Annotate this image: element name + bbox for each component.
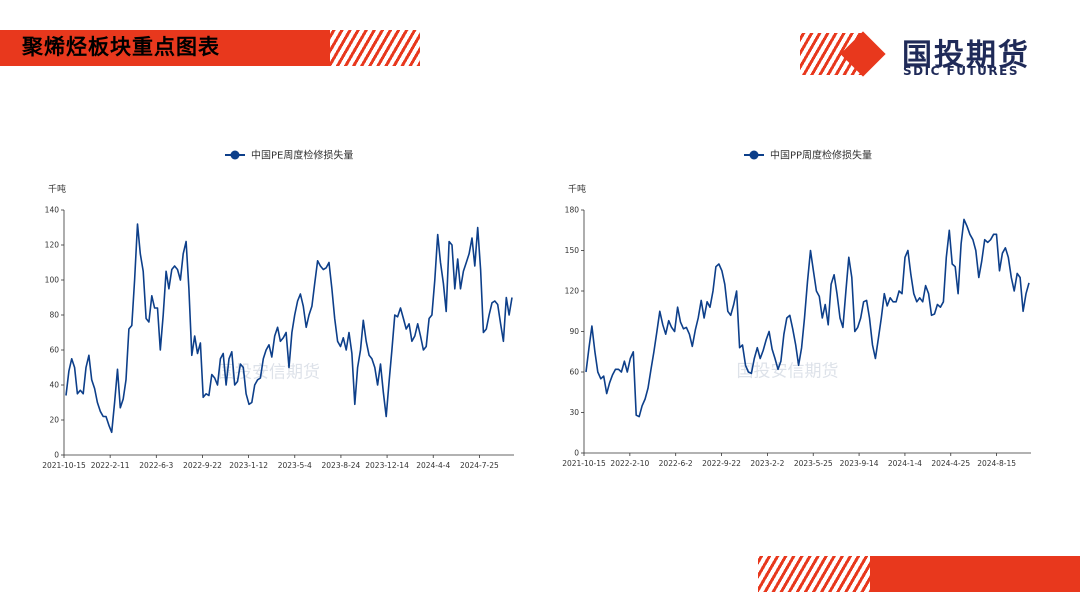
x-tick-label: 2024-8-15 [977, 459, 1016, 468]
y-axis-unit: 千吨 [568, 183, 586, 195]
y-tick-label: 140 [45, 206, 60, 215]
y-tick-label: 100 [45, 276, 60, 285]
y-tick-label: 40 [49, 381, 59, 390]
y-tick-label: 180 [565, 206, 580, 215]
y-tick-label: 0 [574, 449, 579, 458]
legend-label: 中国PE周度检修损失量 [251, 149, 353, 162]
y-tick-label: 30 [569, 408, 579, 417]
x-tick-label: 2022-2-11 [91, 461, 130, 470]
x-tick-label: 2023-12-14 [365, 461, 409, 470]
y-tick-label: 20 [49, 416, 59, 425]
x-tick-label: 2022-2-10 [610, 459, 649, 468]
series-line [65, 223, 513, 434]
bottom-bar [870, 556, 1080, 592]
y-tick-label: 60 [49, 346, 59, 355]
x-tick-label: 2023-5-4 [278, 461, 312, 470]
x-tick-label: 2023-9-14 [840, 459, 879, 468]
x-tick-label: 2023-2-2 [750, 459, 784, 468]
y-tick-label: 80 [49, 311, 59, 320]
x-tick-label: 2024-4-25 [931, 459, 970, 468]
bottom-stripes [758, 556, 888, 592]
logo-en: SDIC FUTURES [903, 64, 1020, 78]
page-title: 聚烯烃板块重点图表 [22, 35, 220, 59]
y-tick-label: 90 [569, 327, 579, 336]
y-tick-label: 60 [569, 368, 579, 377]
y-tick-label: 150 [565, 246, 580, 255]
y-tick-label: 0 [54, 451, 59, 460]
x-tick-label: 2021-10-15 [562, 459, 606, 468]
x-tick-label: 2024-1-4 [888, 459, 922, 468]
y-axis-unit: 千吨 [48, 183, 66, 195]
legend-marker-icon [230, 150, 240, 160]
legend-label: 中国PP周度检修损失量 [770, 149, 872, 162]
watermark-text: 国投安信期货 [737, 362, 839, 382]
x-tick-label: 2024-4-4 [416, 461, 450, 470]
x-tick-label: 2021-10-15 [42, 461, 86, 470]
x-tick-label: 2023-8-24 [322, 461, 361, 470]
y-tick-label: 120 [565, 287, 580, 296]
x-tick-label: 2023-1-12 [229, 461, 268, 470]
title-bar [0, 30, 330, 66]
x-tick-label: 2024-7-25 [460, 461, 499, 470]
series-line [585, 218, 1030, 418]
x-tick-label: 2022-9-22 [183, 461, 222, 470]
x-tick-label: 2022-6-3 [139, 461, 173, 470]
title-stripes [300, 30, 420, 66]
x-tick-label: 2022-9-22 [702, 459, 741, 468]
x-tick-label: 2022-6-2 [659, 459, 693, 468]
legend-marker-icon [749, 150, 759, 160]
logo-cn: 国投期货 [902, 38, 1030, 73]
y-tick-label: 120 [45, 241, 60, 250]
x-tick-label: 2023-5-25 [794, 459, 833, 468]
